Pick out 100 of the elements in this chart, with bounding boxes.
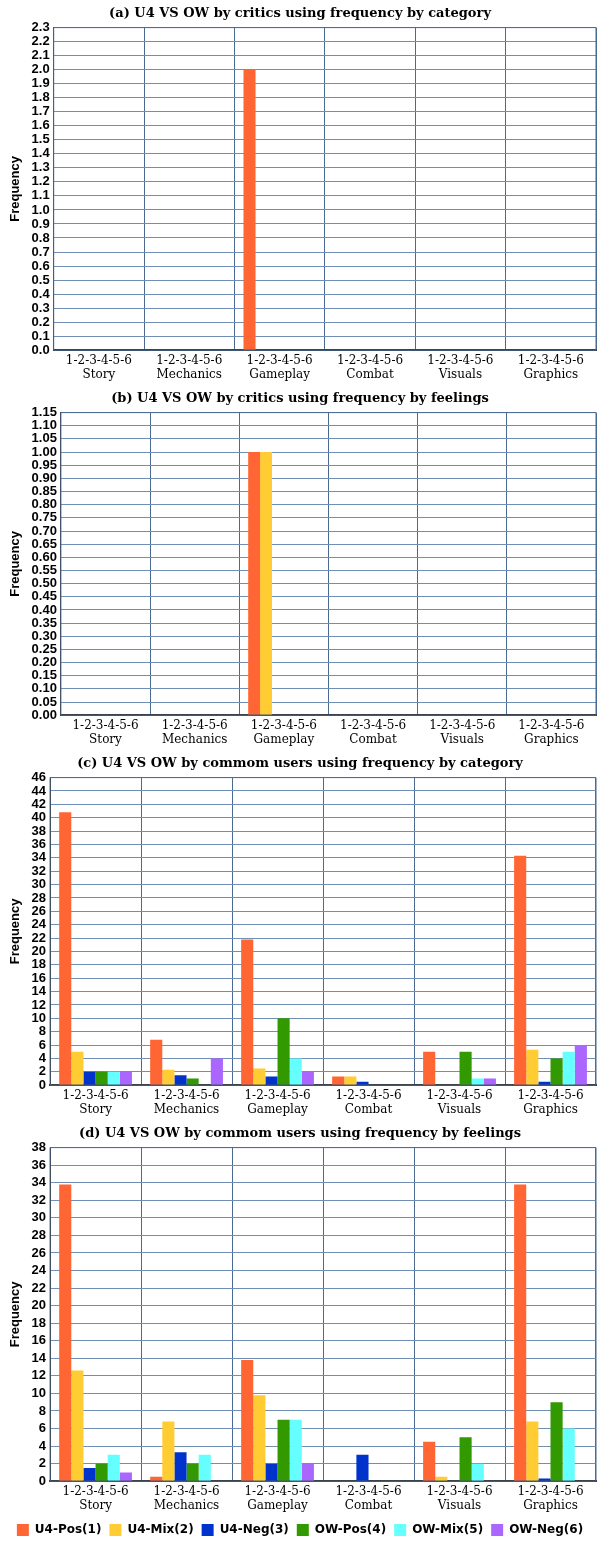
y-tick-label: 1.00 (31, 443, 57, 459)
y-tick-label: 10 (31, 1384, 47, 1400)
y-tick-label: 26 (31, 1244, 47, 1260)
bar (186, 1463, 199, 1481)
x-tick-label: 1-2-3-4-5-6 Mechanics (153, 1483, 220, 1512)
bar (344, 1076, 357, 1085)
y-tick-label: 1.6 (31, 117, 50, 133)
y-tick-label: 0 (38, 1472, 47, 1488)
bar (71, 1051, 84, 1085)
y-tick-label: 36 (31, 1156, 47, 1172)
y-tick-label: 10 (31, 1009, 47, 1025)
bar (459, 1051, 472, 1085)
y-tick-label: 2 (38, 1063, 47, 1079)
y-tick-label: 4 (38, 1050, 47, 1066)
bar (150, 1039, 163, 1085)
y-tick-label: 0.40 (31, 601, 57, 617)
y-tick-label: 0.30 (31, 627, 57, 643)
x-tick-label: 1-2-3-4-5-6 Gameplay (244, 1483, 311, 1512)
chart-title: (a) U4 VS OW by critics using frequency by category (109, 5, 492, 21)
y-tick-label: 0.8 (31, 229, 50, 245)
chart-title: (c) U4 VS OW by commom users using frequency by category (77, 755, 524, 771)
bar (574, 1045, 587, 1085)
x-tick-label: 1-2-3-4-5-6 Visuals (426, 1087, 493, 1116)
x-tick-label: 1-2-3-4-5-6 Story (62, 1087, 129, 1116)
bar (241, 939, 254, 1085)
y-tick-label: 28 (31, 889, 47, 905)
y-axis-title: Frequency (7, 155, 23, 222)
bar (119, 1071, 132, 1085)
x-tick-label: 1-2-3-4-5-6 Visuals (429, 717, 496, 746)
bar (107, 1071, 120, 1085)
y-tick-label: 0.05 (31, 693, 57, 709)
x-tick-label: 1-2-3-4-5-6 Story (72, 717, 139, 746)
bar (356, 1081, 369, 1085)
x-tick-label: 1-2-3-4-5-6 Visuals (426, 1483, 493, 1512)
y-tick-label: 18 (31, 956, 47, 972)
y-tick-label: 0.9 (31, 215, 50, 231)
bar (95, 1071, 108, 1085)
x-tick-label: 1-2-3-4-5-6 Gameplay (250, 717, 317, 746)
y-tick-label: 20 (31, 943, 47, 959)
y-tick-label: 1.9 (31, 75, 50, 91)
y-tick-label: 32 (31, 1191, 47, 1207)
y-tick-label: 38 (31, 1139, 47, 1155)
y-tick-label: 0.95 (31, 456, 57, 472)
bar (483, 1078, 496, 1085)
y-tick-label: 0.45 (31, 588, 57, 604)
y-tick-label: 0.15 (31, 667, 57, 683)
y-tick-label: 24 (31, 1262, 47, 1278)
bar (562, 1428, 575, 1481)
y-tick-label: 12 (31, 996, 47, 1012)
bar (550, 1402, 563, 1481)
y-axis-title: Frequency (7, 530, 23, 597)
y-tick-label: 20 (31, 1297, 47, 1313)
y-tick-label: 2 (38, 1455, 47, 1471)
bar (289, 1419, 302, 1481)
bar (95, 1463, 108, 1481)
y-tick-label: 1.0 (31, 201, 50, 217)
bar (301, 1463, 314, 1481)
bar (107, 1454, 120, 1481)
bar (119, 1472, 132, 1481)
y-tick-label: 0.35 (31, 614, 57, 630)
y-tick-label: 22 (31, 1279, 47, 1295)
y-axis-title: Frequency (7, 1280, 23, 1348)
bar (174, 1452, 187, 1481)
y-tick-label: 42 (31, 795, 47, 811)
y-tick-label: 0.70 (31, 522, 57, 538)
y-tick-label: 22 (31, 929, 47, 945)
y-axis-title: Frequency (7, 897, 23, 965)
bar (198, 1454, 211, 1481)
x-tick-label: 1-2-3-4-5-6 Graphics (518, 717, 585, 746)
legend-label: U4-Mix(2) (127, 1522, 194, 1537)
bar (538, 1478, 551, 1481)
y-tick-label: 2.1 (31, 47, 50, 63)
bar (162, 1069, 175, 1085)
y-tick-label: 0.90 (31, 469, 57, 485)
y-tick-label: 1.3 (31, 159, 50, 175)
y-tick-label: 0.0 (31, 341, 50, 357)
x-tick-label: 1-2-3-4-5-6 Story (65, 352, 132, 381)
bar (550, 1058, 563, 1085)
bar (423, 1441, 436, 1481)
x-tick-label: 1-2-3-4-5-6 Mechanics (161, 717, 228, 746)
bar (423, 1051, 436, 1085)
bar (83, 1071, 96, 1085)
x-tick-label: 1-2-3-4-5-6 Visuals (427, 352, 494, 381)
y-tick-label: 34 (31, 1174, 47, 1190)
y-tick-label: 1.10 (31, 417, 57, 433)
y-tick-label: 0.2 (31, 313, 50, 329)
y-tick-label: 2.0 (31, 61, 50, 77)
y-tick-label: 0.80 (31, 496, 57, 512)
y-tick-label: 24 (31, 916, 47, 932)
x-tick-label: 1-2-3-4-5-6 Graphics (517, 352, 584, 381)
y-tick-label: 0.55 (31, 562, 57, 578)
y-tick-label: 14 (31, 1349, 47, 1365)
y-tick-label: 44 (31, 782, 47, 798)
x-tick-label: 1-2-3-4-5-6 Combat (340, 717, 407, 746)
y-tick-label: 16 (31, 1332, 47, 1348)
legend-label: U4-Neg(3) (219, 1522, 289, 1537)
bar (435, 1476, 448, 1481)
bar (186, 1078, 199, 1085)
y-tick-label: 14 (31, 983, 47, 999)
y-tick-label: 0.7 (31, 243, 50, 259)
